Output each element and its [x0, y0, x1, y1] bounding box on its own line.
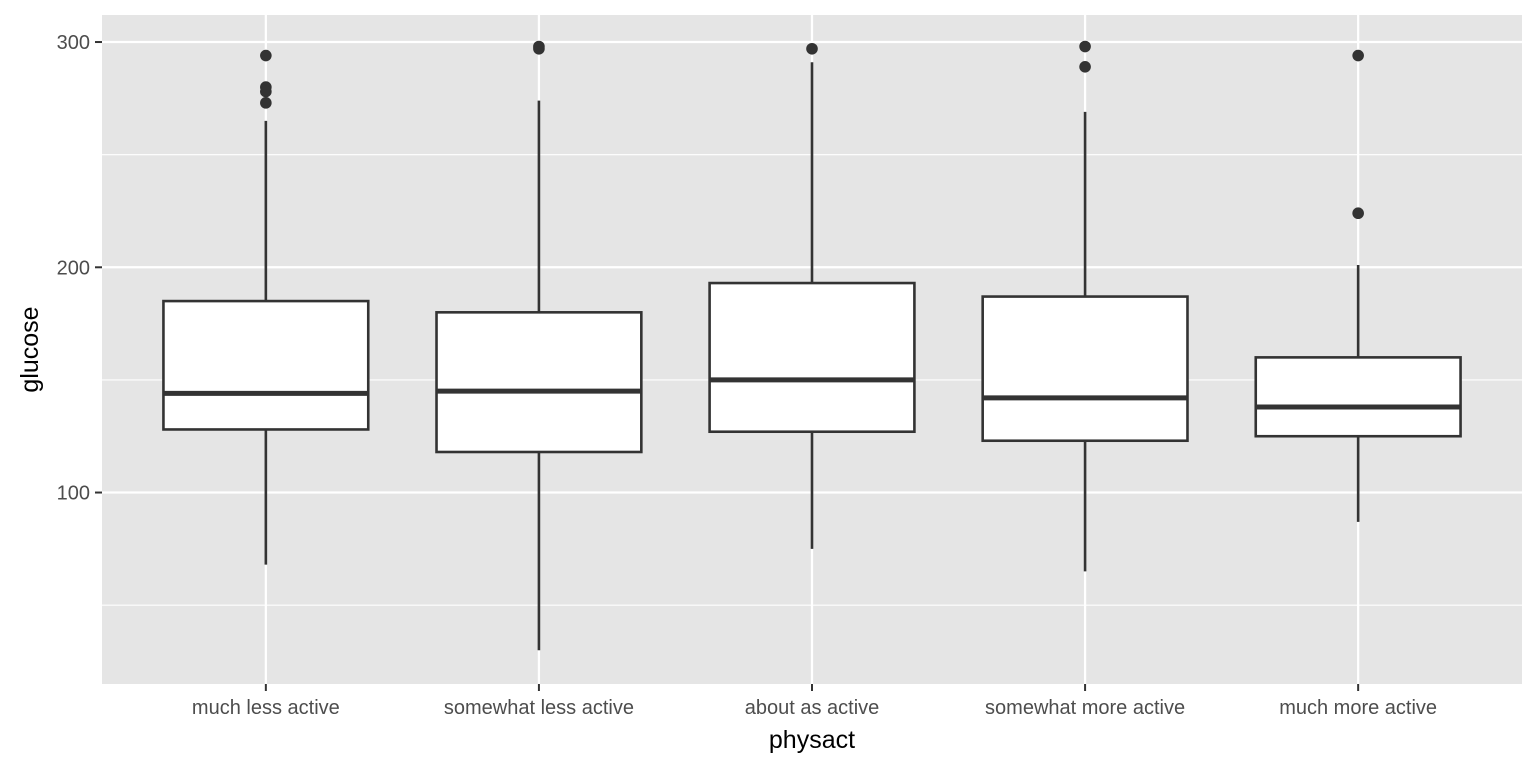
x-tick-label: somewhat more active — [985, 697, 1185, 719]
outlier-point — [1352, 49, 1364, 62]
outlier-point — [1079, 40, 1091, 53]
y-tick-label: 300 — [57, 32, 90, 54]
y-axis-title: glucose — [16, 306, 44, 392]
box-iqr — [981, 295, 1189, 443]
box-iqr — [162, 299, 370, 431]
y-tick-label: 200 — [57, 257, 90, 279]
box-iqr — [1254, 356, 1462, 438]
outlier-point — [260, 97, 272, 109]
x-axis-ticks: much less active somewhat less active abou… — [192, 684, 1437, 719]
x-tick-label: about as active — [745, 697, 880, 719]
box-1 — [435, 40, 643, 651]
boxes — [162, 40, 1462, 651]
box-2 — [708, 42, 916, 549]
box-0 — [162, 49, 370, 565]
outlier-point — [1352, 207, 1364, 220]
x-tick-label: much more active — [1279, 697, 1437, 719]
outlier-point — [260, 49, 272, 62]
box-3 — [981, 40, 1189, 572]
box-4 — [1254, 49, 1462, 522]
x-tick-label: somewhat less active — [444, 697, 634, 719]
outlier-point — [533, 42, 545, 55]
x-tick-label: much less active — [192, 697, 340, 719]
box-iqr — [435, 311, 643, 454]
box-iqr — [708, 281, 916, 434]
x-axis-title: physact — [769, 726, 855, 754]
y-axis-ticks: 100 200 300 — [57, 32, 102, 505]
y-tick-label: 100 — [57, 483, 90, 505]
outlier-point — [260, 85, 272, 98]
outlier-point — [806, 42, 818, 55]
outlier-point — [1079, 61, 1091, 73]
